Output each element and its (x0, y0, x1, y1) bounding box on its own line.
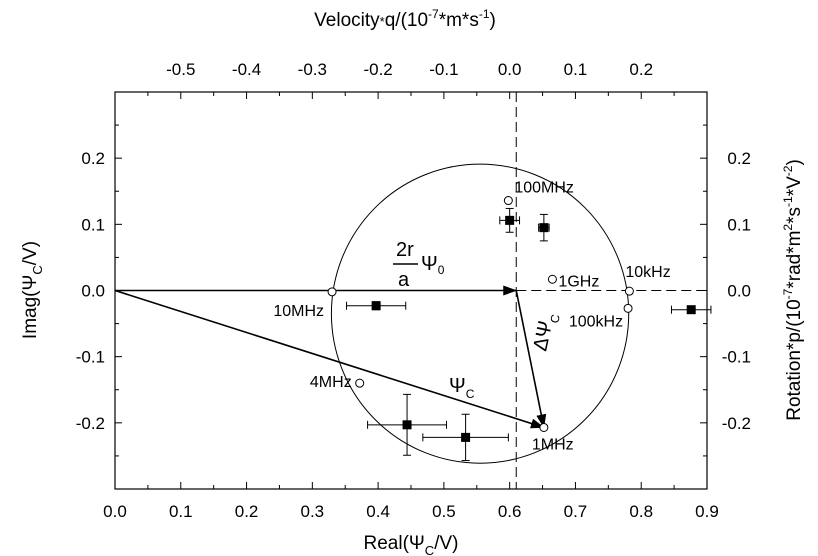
x-tick-label: 0.5 (432, 502, 456, 521)
top-tick-label: -0.1 (429, 60, 458, 79)
y-tick-label: 0.2 (81, 149, 105, 168)
x-tick-label: 0.2 (235, 502, 259, 521)
frequency-label: 10kHz (625, 264, 670, 281)
delta-psi-c-label: ΔΨC (529, 310, 563, 354)
frequency-label: 10MHz (273, 303, 324, 320)
frequency-label: 1MHz (532, 436, 574, 453)
y-tick-label: 0.1 (81, 215, 105, 234)
y-tick-label: -0.1 (76, 348, 105, 367)
y-tick-label: -0.2 (76, 414, 105, 433)
x-axis-label: Real(ΨC/V) (364, 533, 459, 556)
frequency-label: 100kHz (569, 313, 623, 330)
right-tick-label: 0.1 (727, 215, 751, 234)
measured-marker (461, 432, 471, 442)
right-tick-label: 0.0 (727, 282, 751, 301)
vector-arrow (515, 290, 547, 429)
frequency-label: 1GHz (558, 273, 599, 290)
measured-point (538, 213, 550, 242)
measured-point (499, 207, 521, 233)
theory-points: 100MHz 1GHz 10kHz 100kHz 10MHz 4MHz 1MHz (273, 180, 670, 454)
frequency-label: 100MHz (514, 180, 574, 197)
top-tick-label: -0.4 (232, 60, 261, 79)
frequency-label: 4MHz (310, 374, 352, 391)
vector-arrow (114, 289, 545, 429)
x-tick-label: 0.8 (629, 502, 653, 521)
top-tick-label: 0.1 (564, 60, 588, 79)
theory-marker (539, 422, 549, 432)
vector-a-label: a (398, 269, 410, 291)
measured-point (670, 305, 712, 315)
measured-marker (539, 223, 549, 233)
top-tick-label: 0.2 (629, 60, 653, 79)
right-axis-label: Rotation*p/(10-7*rad*m2*s-1*V-2) (781, 159, 805, 421)
vectors (114, 285, 547, 429)
x-tick-label: 0.4 (366, 502, 390, 521)
vector-r-label: 2r (396, 239, 414, 261)
y-tick-label: 0.0 (81, 282, 105, 301)
x-tick-label: 0.1 (169, 502, 193, 521)
vector-psi0-label: Ψ0 (421, 253, 445, 277)
measured-marker (686, 305, 696, 315)
top-tick-label: -0.2 (363, 60, 392, 79)
theory-circle (330, 163, 630, 464)
measured-points (346, 207, 712, 462)
circle-group (330, 163, 630, 464)
measured-marker (505, 215, 515, 225)
x-tick-label: 0.9 (695, 502, 719, 521)
top-tick-label: -0.5 (166, 60, 195, 79)
theory-marker (355, 378, 365, 388)
theory-marker (624, 286, 634, 296)
theory-marker (623, 303, 633, 313)
theory-marker (547, 274, 557, 284)
theory-marker (327, 287, 337, 297)
measured-point (367, 393, 448, 456)
right-tick-label: -0.1 (722, 348, 751, 367)
x-tick-label: 0.3 (301, 502, 325, 521)
psi-c-label: ΨC (449, 375, 475, 401)
y-axis-label: Imag(ΨC/V) (20, 241, 45, 339)
top-tick-label: -0.3 (298, 60, 327, 79)
theory-marker (503, 196, 513, 206)
top-axis-label: Velocity*q/(10-7*m*s-1) (314, 7, 496, 31)
measured-marker (371, 301, 381, 311)
top-tick-label: 0.0 (498, 60, 522, 79)
measured-marker (402, 420, 412, 430)
x-tick-label: 0.0 (103, 502, 127, 521)
measured-point (346, 301, 407, 311)
x-tick-label: 0.6 (498, 502, 522, 521)
right-tick-label: 0.2 (727, 149, 751, 168)
x-tick-label: 0.7 (564, 502, 588, 521)
ticks: 0.0 0.1 0.2 0.3 0.4 0.5 0.6 0.7 0.8 0.9 0.2 0.2 0.1 0… (76, 60, 751, 521)
measured-point (422, 413, 509, 462)
right-tick-label: -0.2 (722, 414, 751, 433)
